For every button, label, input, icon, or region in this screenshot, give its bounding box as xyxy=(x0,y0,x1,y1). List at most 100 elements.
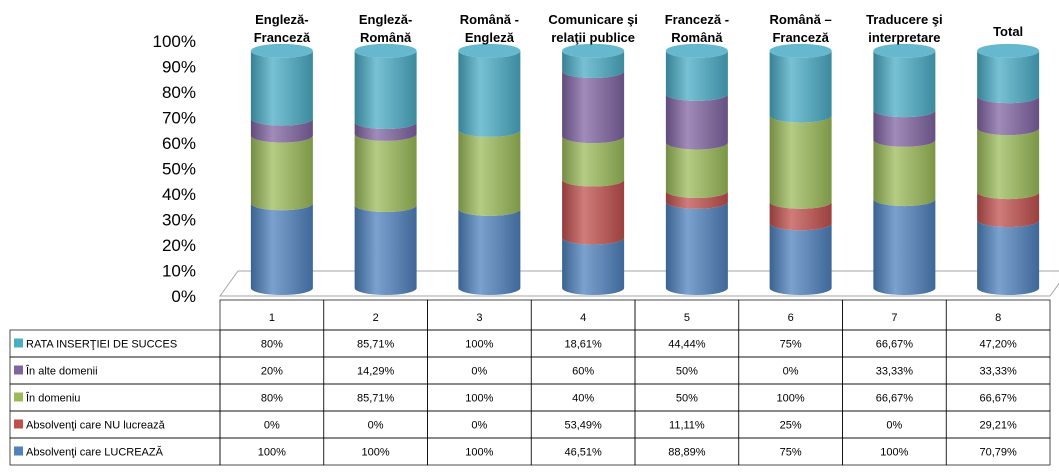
segment-3 xyxy=(665,142,728,198)
row-label: RATA INSERŢIEI DE SUCCES xyxy=(26,339,177,351)
category-title: Română – xyxy=(770,12,832,27)
header-num: 3 xyxy=(476,312,482,324)
cylinder-col-4: Comunicare şi relaţii publice xyxy=(548,12,638,296)
y-tick-label: 20% xyxy=(162,236,196,255)
segment-3 xyxy=(354,133,417,212)
data-label: 0% xyxy=(783,366,799,378)
cylinder-top-cap xyxy=(873,43,936,58)
segment-1 xyxy=(354,50,417,129)
category-title: Traducere şi xyxy=(866,12,943,27)
segment-1 xyxy=(977,50,1040,104)
y-tick-label: 60% xyxy=(162,134,196,153)
cylinder-col-1: Engleză- Franceză xyxy=(250,12,313,296)
segment-5 xyxy=(873,199,936,296)
header-num: 2 xyxy=(373,312,379,324)
segment-2 xyxy=(665,93,728,150)
category-title: Engleză- xyxy=(359,12,412,27)
y-tick-label: 90% xyxy=(162,58,196,77)
segment-5 xyxy=(665,201,728,296)
data-label: 0% xyxy=(886,420,902,432)
segment-2 xyxy=(873,110,936,147)
category-title: Franceză xyxy=(772,30,829,45)
data-label: 85,71% xyxy=(357,339,395,351)
header-num: 8 xyxy=(995,312,1001,324)
cylinder-col-5: Franceză - Română xyxy=(665,12,729,296)
category-title: Engleză xyxy=(465,30,515,45)
data-label: 18,61% xyxy=(564,339,602,351)
cylinder-top-cap xyxy=(354,43,417,58)
data-label: 100% xyxy=(880,447,908,459)
header-num: 7 xyxy=(891,312,897,324)
data-label: 44,44% xyxy=(668,339,706,351)
category-title: Franceză xyxy=(254,30,311,45)
row-label: În alte domenii xyxy=(25,365,98,378)
segment-2 xyxy=(354,121,417,141)
data-label: 80% xyxy=(261,393,283,405)
cylinder-top-cap xyxy=(458,43,521,58)
data-label: 46,51% xyxy=(564,447,602,459)
cylinder-col-3: Română - Engleză xyxy=(458,12,521,295)
data-label: 0% xyxy=(264,420,280,432)
cylinder-top-cap xyxy=(977,43,1040,58)
cylinder-top-cap xyxy=(250,43,313,58)
legend-key xyxy=(14,419,23,429)
data-label: 40% xyxy=(572,393,594,405)
cylinder-col-7: Traducere şi interpretare xyxy=(866,12,943,296)
y-tick-label: 70% xyxy=(162,109,196,128)
row-label: Absolvenţi care LUCREAZĂ xyxy=(26,446,164,459)
data-label: 100% xyxy=(362,447,390,459)
segment-3 xyxy=(873,139,936,207)
segment-1 xyxy=(458,50,521,137)
data-label: 0% xyxy=(368,420,384,432)
cylinder-top-cap xyxy=(665,43,728,58)
header-num: 6 xyxy=(788,312,794,324)
data-label: 100% xyxy=(465,447,493,459)
category-title: Română - xyxy=(460,12,519,27)
data-label: 60% xyxy=(572,366,594,378)
category-title: Franceză - xyxy=(665,12,729,27)
data-label: 100% xyxy=(465,393,493,405)
segment-2 xyxy=(250,118,313,143)
segment-4 xyxy=(977,192,1040,228)
data-label: 0% xyxy=(471,420,487,432)
header-num: 4 xyxy=(580,312,586,324)
y-tick-label: 40% xyxy=(162,185,196,204)
cylinder-col-2: Engleză- Română xyxy=(354,12,417,296)
data-label: 50% xyxy=(676,366,698,378)
y-tick-label: 10% xyxy=(162,262,196,281)
header-num: 1 xyxy=(269,312,275,324)
y-tick-label: 100% xyxy=(153,32,196,51)
segment-3 xyxy=(769,115,832,209)
data-label: 100% xyxy=(258,447,286,459)
data-table: 1 2 3 4 5 6 7 8 RATA INSERŢIEI DE SUCCES 80% 85,71… xyxy=(9,299,1051,466)
category-title: relaţii publice xyxy=(551,30,635,45)
data-label: 80% xyxy=(261,339,283,351)
data-label: 14,29% xyxy=(357,366,395,378)
data-label: 50% xyxy=(676,393,698,405)
category-title: Română xyxy=(360,30,412,45)
data-label: 47,20% xyxy=(979,339,1017,351)
segment-1 xyxy=(873,50,936,118)
category-title: Comunicare şi xyxy=(548,12,638,27)
data-label: 66,67% xyxy=(979,393,1017,405)
segment-1 xyxy=(769,50,832,123)
data-label: 66,67% xyxy=(876,393,914,405)
category-title: Engleză- xyxy=(255,12,308,27)
data-label: 100% xyxy=(465,339,493,351)
y-tick-label: 80% xyxy=(162,83,196,102)
data-label: 53,49% xyxy=(564,420,602,432)
segment-5 xyxy=(977,220,1040,296)
category-title: interpretare xyxy=(868,30,940,45)
data-label: 33,33% xyxy=(979,366,1017,378)
segment-4 xyxy=(562,179,625,245)
data-label: 100% xyxy=(777,393,805,405)
data-label: 33,33% xyxy=(876,366,914,378)
segment-3 xyxy=(562,136,625,187)
header-num: 5 xyxy=(684,312,690,324)
row-label: În domeniu xyxy=(25,392,80,405)
legend-key xyxy=(14,392,23,402)
data-cell xyxy=(945,437,1051,466)
y-tick-label: 0% xyxy=(171,287,196,306)
legend-key xyxy=(14,365,23,375)
